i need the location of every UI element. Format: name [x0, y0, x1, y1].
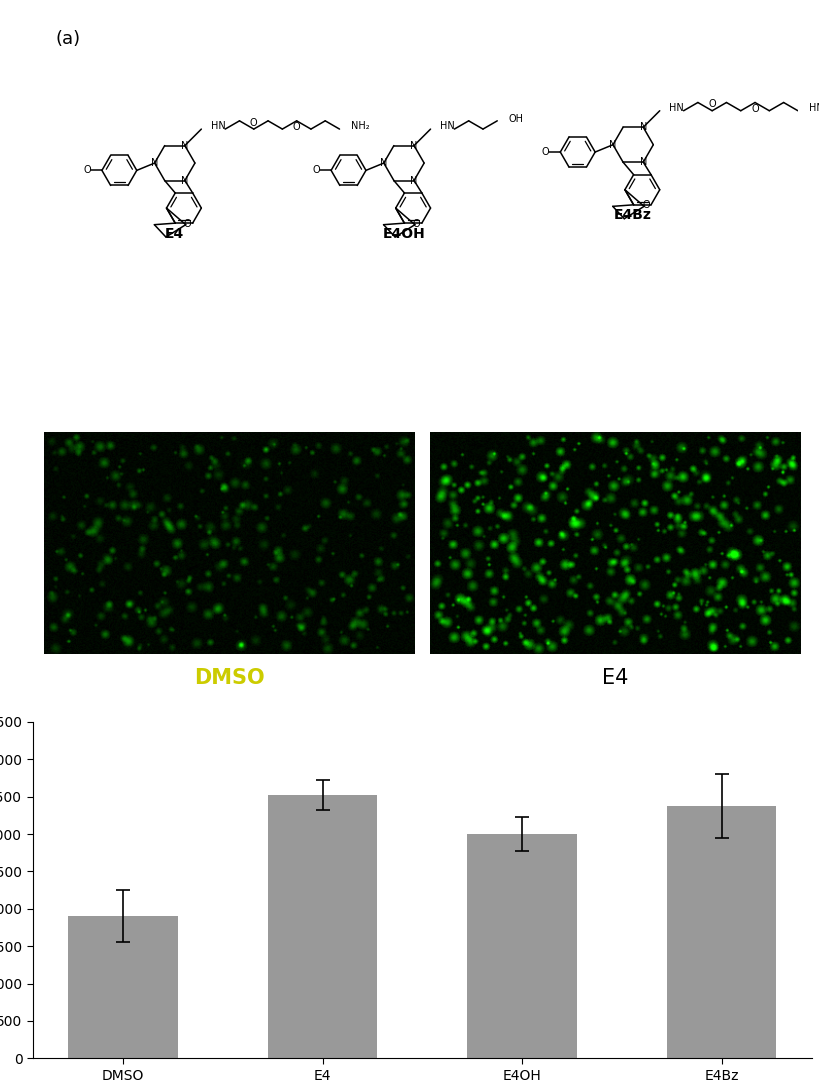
Text: E4: E4 [165, 227, 184, 241]
Text: O: O [292, 122, 300, 132]
Text: DMSO: DMSO [193, 668, 264, 688]
Text: E4Bz: E4Bz [613, 208, 651, 223]
Text: O: O [84, 166, 91, 176]
Text: N: N [639, 122, 646, 132]
Text: N: N [151, 158, 158, 168]
Text: N: N [380, 158, 387, 168]
Text: N: N [181, 176, 188, 185]
Text: HN: HN [808, 103, 819, 113]
Text: O: O [641, 201, 649, 211]
Text: N: N [410, 141, 417, 151]
Text: OH: OH [508, 113, 523, 124]
Text: O: O [183, 219, 191, 229]
Text: E4OH: E4OH [382, 227, 425, 241]
Bar [666, 805, 776, 1058]
Text: O: O [750, 104, 758, 113]
Text: N: N [410, 176, 417, 185]
Text: HN: HN [210, 121, 225, 131]
Text: N: N [181, 141, 188, 151]
Bar [467, 834, 577, 1058]
Text: N: N [639, 157, 646, 167]
Text: HN: HN [439, 121, 454, 131]
Text: 100 μm: 100 μm [740, 645, 777, 655]
Text: NH₂: NH₂ [350, 121, 369, 131]
Text: O: O [541, 147, 549, 157]
Text: O: O [312, 166, 320, 176]
Text: E4: E4 [602, 668, 628, 688]
Text: (a): (a) [56, 31, 80, 48]
Text: O: O [250, 118, 257, 128]
Text: N: N [609, 140, 616, 149]
Text: O: O [413, 219, 420, 229]
Text: (b): (b) [52, 437, 82, 456]
Text: O: O [708, 99, 715, 109]
Bar [267, 795, 377, 1058]
Bar [68, 916, 178, 1058]
Text: HN: HN [668, 103, 683, 113]
